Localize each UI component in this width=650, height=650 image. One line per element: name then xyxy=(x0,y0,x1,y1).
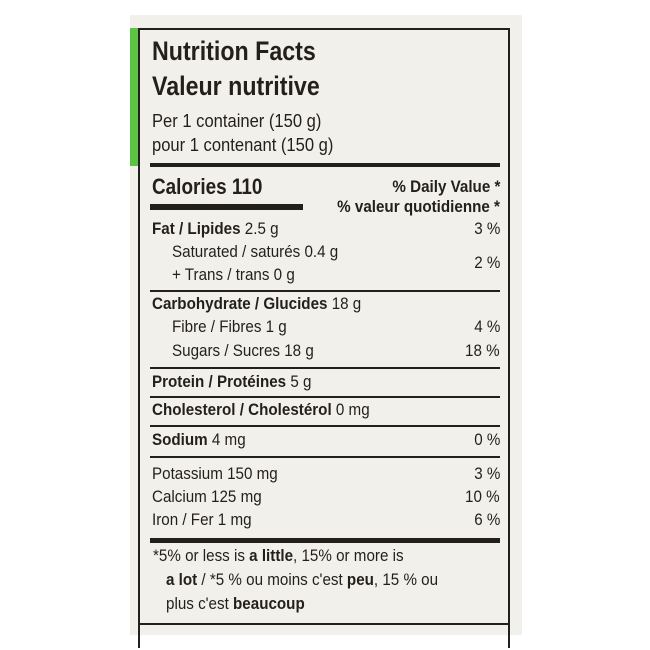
row-saturated: Saturated / saturés 0.4 g xyxy=(172,243,339,261)
row-carbohydrate: Carbohydrate / Glucides 18 g xyxy=(152,294,361,314)
divider xyxy=(150,425,500,427)
carbohydrate-label: Carbohydrate / Glucides xyxy=(152,295,328,313)
row-sugars: Sugars / Sucres 18 g xyxy=(172,342,314,360)
divider xyxy=(150,396,500,398)
dv-fat: 3 % xyxy=(473,220,500,238)
footnote-text: , 15 % ou xyxy=(373,571,439,589)
row-fat: Fat / Lipides 2.5 g xyxy=(152,219,279,239)
footnote-bold: peu xyxy=(346,571,374,589)
dv-potassium: 3 % xyxy=(473,465,500,483)
footnote-line-1: *5% or less is a little, 15% or more is xyxy=(153,546,404,566)
green-stripe xyxy=(130,28,139,166)
daily-value-en: % Daily Value * xyxy=(391,178,500,196)
row-potassium: Potassium 150 mg xyxy=(152,465,278,483)
dv-fibre: 4 % xyxy=(473,318,500,336)
footnote-bold: a lot xyxy=(166,571,198,589)
divider xyxy=(150,163,500,167)
nutrition-facts-table xyxy=(138,28,510,648)
serving-fr: pour 1 contenant (150 g) xyxy=(152,135,334,155)
footnote-text: / *5 % ou moins c'est xyxy=(197,571,347,589)
row-fibre: Fibre / Fibres 1 g xyxy=(172,318,287,336)
footnote-line-3: plus c'est beaucoup xyxy=(166,594,305,614)
cholesterol-label: Cholesterol / Cholestérol xyxy=(152,401,332,419)
title-fr: Valeur nutritive xyxy=(152,71,320,101)
footnote-bold: a little xyxy=(249,547,294,565)
footnote-bold: beaucoup xyxy=(233,595,305,613)
label-panel xyxy=(130,15,522,635)
row-iron: Iron / Fer 1 mg xyxy=(152,511,252,529)
carbohydrate-amount: 18 g xyxy=(331,295,362,313)
dv-iron: 6 % xyxy=(473,511,500,529)
title-en: Nutrition Facts xyxy=(152,36,316,66)
protein-amount: 5 g xyxy=(290,373,312,391)
divider xyxy=(150,290,500,292)
divider xyxy=(150,538,500,543)
row-sodium: Sodium 4 mg xyxy=(152,430,246,450)
footnote-text: plus c'est xyxy=(166,595,234,613)
daily-value-fr: % valeur quotidienne * xyxy=(337,198,500,216)
row-cholesterol: Cholesterol / Cholestérol 0 mg xyxy=(152,400,370,420)
dv-sat-trans: 2 % xyxy=(473,254,500,272)
cholesterol-amount: 0 mg xyxy=(335,401,370,419)
row-trans: + Trans / trans 0 g xyxy=(172,266,295,284)
row-protein: Protein / Protéines 5 g xyxy=(152,372,311,392)
dv-sodium: 0 % xyxy=(473,431,500,449)
sodium-label: Sodium xyxy=(152,431,208,449)
divider xyxy=(150,367,500,369)
footnote-line-2: a lot / *5 % ou moins c'est peu, 15 % ou xyxy=(166,570,438,590)
row-calcium: Calcium 125 mg xyxy=(152,488,262,506)
protein-label: Protein / Protéines xyxy=(152,373,287,391)
divider xyxy=(138,623,510,625)
fat-label: Fat / Lipides xyxy=(152,220,241,238)
calories: Calories 110 xyxy=(152,174,263,199)
dv-sugars: 18 % xyxy=(465,342,500,360)
sodium-amount: 4 mg xyxy=(211,431,246,449)
footnote-text: , 15% or more is xyxy=(293,547,404,565)
divider xyxy=(150,204,303,210)
divider xyxy=(150,456,500,458)
serving-en: Per 1 container (150 g) xyxy=(152,111,322,131)
footnote-text: *5% or less is xyxy=(153,547,250,565)
dv-calcium: 10 % xyxy=(465,488,500,506)
fat-amount: 2.5 g xyxy=(244,220,279,238)
